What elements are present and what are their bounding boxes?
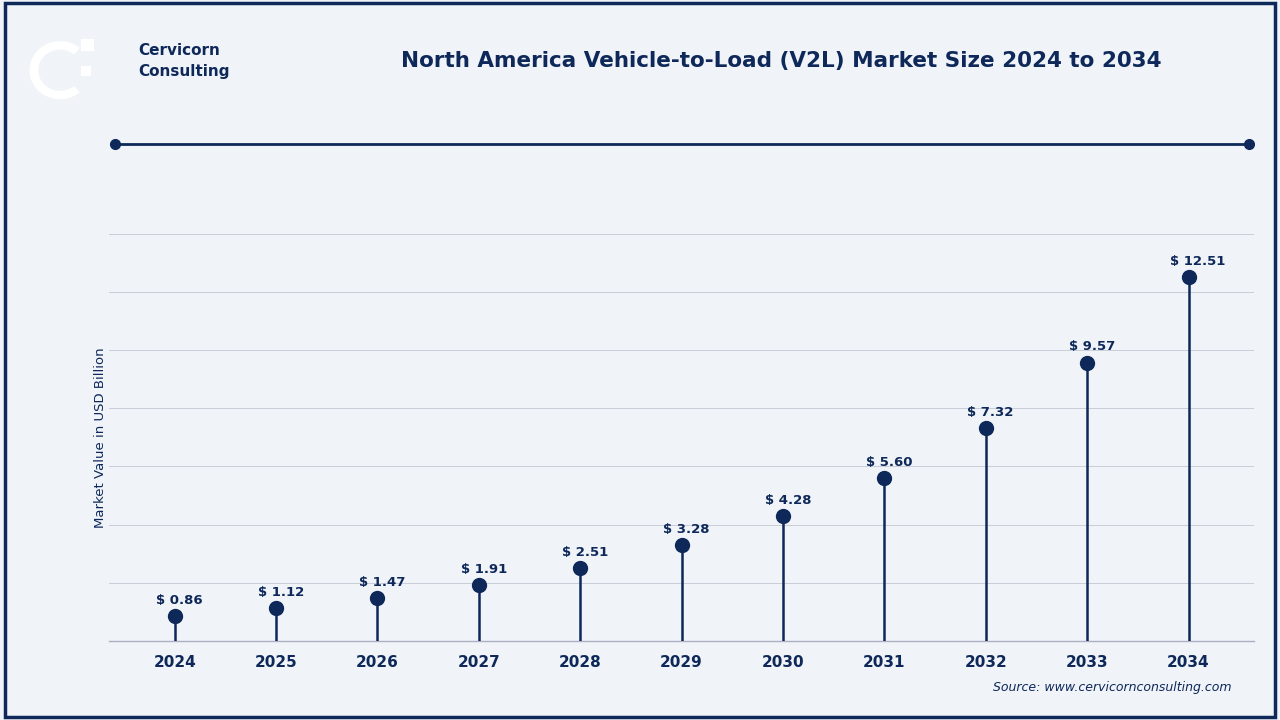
- Point: [570, 562, 590, 574]
- Text: $ 2.51: $ 2.51: [562, 546, 608, 559]
- Point: [367, 593, 388, 604]
- Point: [266, 603, 287, 614]
- Point: [1179, 271, 1199, 283]
- Wedge shape: [29, 41, 79, 99]
- FancyBboxPatch shape: [82, 39, 95, 51]
- Point: [773, 510, 794, 522]
- Text: $ 1.47: $ 1.47: [360, 576, 406, 589]
- Point: [975, 423, 996, 434]
- Text: $ 12.51: $ 12.51: [1170, 255, 1226, 268]
- Text: Cervicorn
Consulting: Cervicorn Consulting: [138, 43, 229, 79]
- Text: $ 3.28: $ 3.28: [663, 523, 710, 536]
- Text: $ 5.60: $ 5.60: [867, 456, 913, 469]
- FancyBboxPatch shape: [82, 66, 91, 76]
- Point: [672, 540, 692, 552]
- Text: $ 1.12: $ 1.12: [257, 586, 305, 599]
- Text: Source: www.cervicornconsulting.com: Source: www.cervicornconsulting.com: [993, 681, 1231, 694]
- Text: $ 7.32: $ 7.32: [968, 406, 1014, 419]
- Text: $ 4.28: $ 4.28: [764, 494, 812, 507]
- Y-axis label: Market Value in USD Billion: Market Value in USD Billion: [93, 347, 108, 528]
- Text: $ 1.91: $ 1.91: [461, 563, 507, 576]
- Point: [874, 472, 895, 484]
- Text: North America Vehicle-to-Load (V2L) Market Size 2024 to 2034: North America Vehicle-to-Load (V2L) Mark…: [401, 51, 1161, 71]
- Point: [164, 610, 184, 621]
- Text: $ 9.57: $ 9.57: [1069, 341, 1115, 354]
- Text: $ 0.86: $ 0.86: [156, 593, 204, 606]
- Point: [1076, 357, 1097, 369]
- Point: [468, 580, 489, 591]
